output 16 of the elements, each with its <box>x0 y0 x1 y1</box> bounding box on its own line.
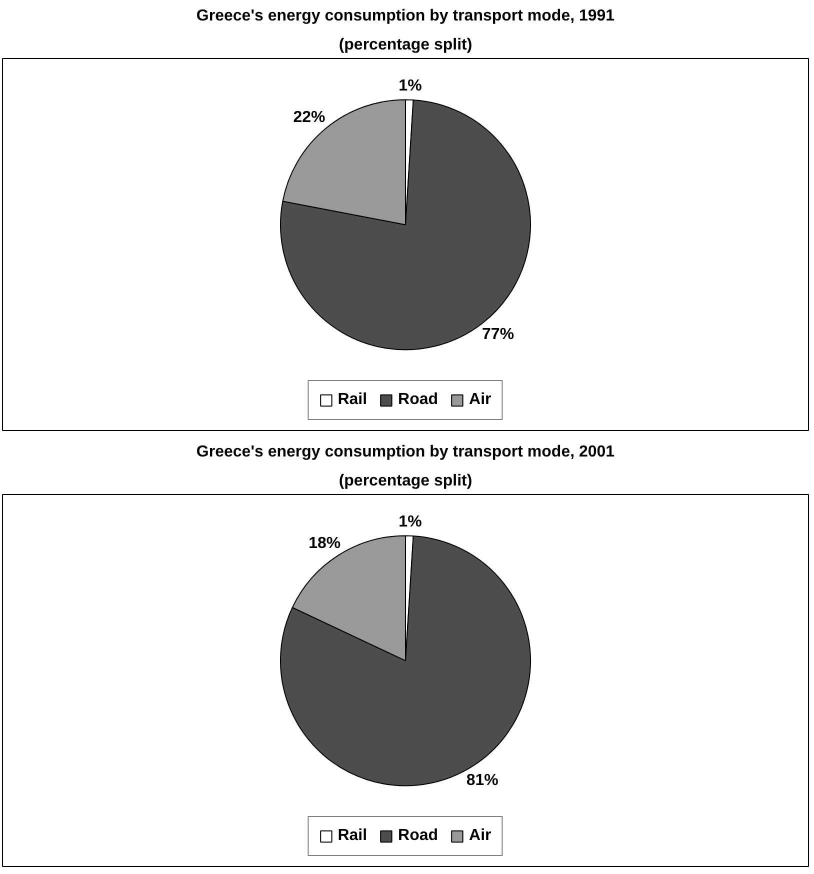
legend-label: Rail <box>338 391 368 409</box>
chart-title: Greece's energy consumption by transport mode, 2001 <box>196 444 615 460</box>
data-label: 1% <box>398 77 422 94</box>
data-label: 1% <box>398 513 422 530</box>
chart-title: Greece's energy consumption by transport mode, 1991 <box>196 8 615 24</box>
legend-label: Rail <box>338 827 368 845</box>
data-label: 77% <box>482 326 514 344</box>
data-label: 81% <box>466 772 498 789</box>
data-label: 18% <box>308 534 341 552</box>
legend-label: Road <box>398 827 438 845</box>
data-label: 22% <box>293 109 326 126</box>
legend-label: Air <box>469 391 492 409</box>
legend-label: Air <box>469 827 492 845</box>
chart-subtitle: (percentage split) <box>338 472 472 490</box>
legend-label: Road <box>398 391 438 409</box>
chart-subtitle: (percentage split) <box>338 36 472 54</box>
